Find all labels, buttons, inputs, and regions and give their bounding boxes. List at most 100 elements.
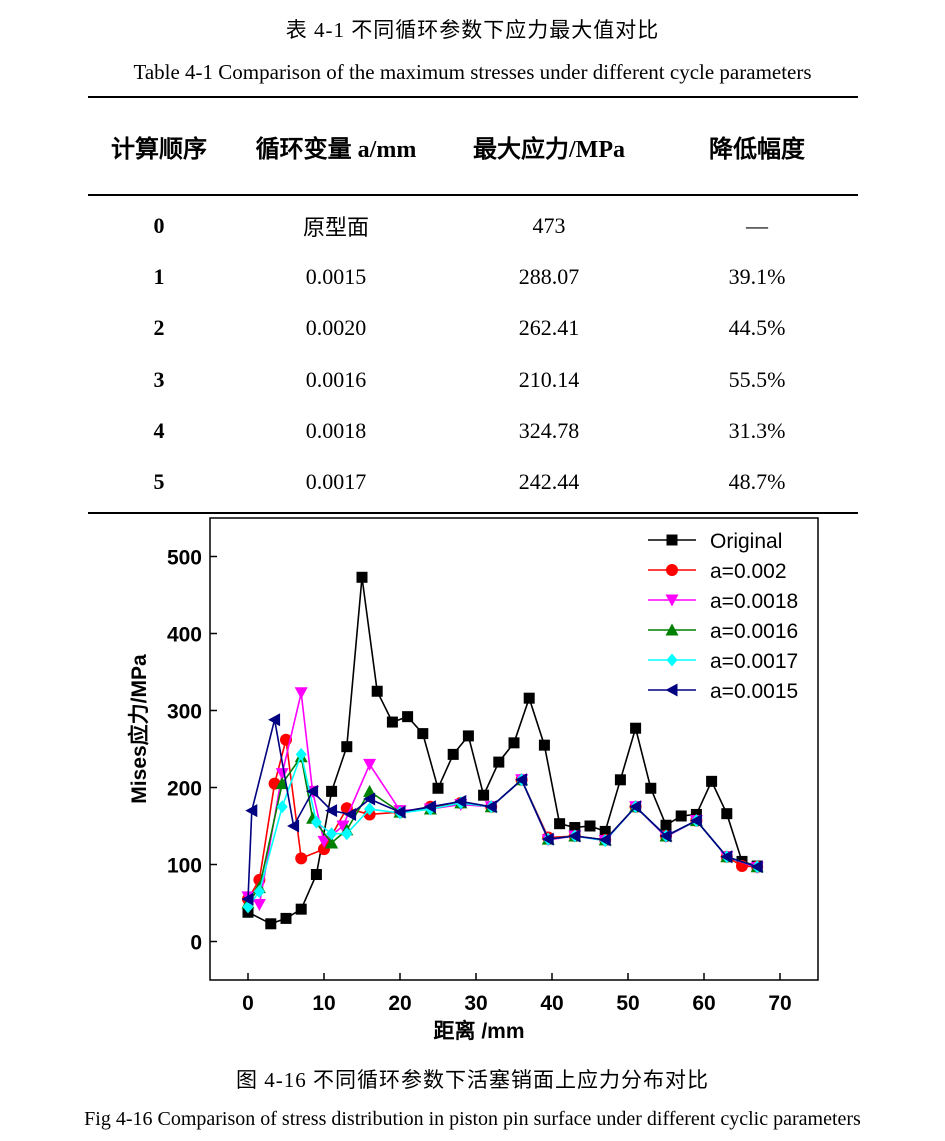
cell-cycle-variable: 0.0018 <box>305 417 367 443</box>
legend-label: a=0.0015 <box>710 680 798 703</box>
data-point <box>341 827 353 841</box>
data-point <box>252 899 266 912</box>
header-reduction: 降低幅度 <box>656 96 858 196</box>
legend-marker <box>666 534 678 546</box>
series-line <box>247 577 758 925</box>
data-point <box>689 814 702 828</box>
cell-cycle-variable: 0.0020 <box>305 315 367 341</box>
header-order: 计算顺序 <box>88 96 230 196</box>
cell-order: 3 <box>153 366 165 392</box>
table-row: 5 0.0017 242.44 48.7% <box>88 456 858 514</box>
data-point <box>614 774 626 786</box>
series-line <box>247 692 758 906</box>
x-tick-label: 0 <box>242 992 254 1015</box>
cell-reduction: 55.5% <box>728 366 786 392</box>
y-tick-label: 500 <box>167 547 202 570</box>
cell-order: 2 <box>153 315 165 341</box>
legend-label: a=0.002 <box>710 560 787 583</box>
data-point <box>336 820 350 833</box>
data-point <box>310 869 322 881</box>
data-point <box>325 836 339 849</box>
data-point <box>245 804 258 818</box>
cell-max-stress: 242.44 <box>442 456 656 514</box>
stress-comparison-table: 计算顺序 循环变量 a/mm 最大应力/MPa 降低幅度 0 原型面 473 —… <box>88 96 858 514</box>
table-header-row: 计算顺序 循环变量 a/mm 最大应力/MPa 降低幅度 <box>88 96 858 196</box>
stress-distribution-chart: 0 10 20 30 40 50 60 70 0 100 200 300 400 500 距离 /mm Mis… <box>127 517 819 1043</box>
data-point <box>253 884 265 898</box>
cell-max-stress: 473 <box>532 212 566 238</box>
data-point <box>295 852 308 865</box>
cell-order: 1 <box>153 263 165 289</box>
data-point <box>508 737 520 749</box>
series-line <box>247 719 758 900</box>
x-tick-label: 40 <box>540 992 563 1015</box>
cell-max-stress: 210.14 <box>518 366 580 392</box>
data-point <box>242 900 254 914</box>
table-row: 2 0.0020 262.41 44.5% <box>88 303 858 354</box>
data-point <box>294 687 308 700</box>
figure-caption-en: Fig 4-16 Comparison of stress distributi… <box>84 1108 861 1130</box>
cell-cycle-variable: 0.0017 <box>230 456 442 514</box>
data-point <box>454 794 467 808</box>
table-caption-cn: 表 4-1 不同循环参数下应力最大值对比 <box>285 18 660 42</box>
data-point <box>599 825 611 837</box>
y-tick-label: 0 <box>190 932 202 955</box>
data-point <box>280 912 292 924</box>
data-point <box>363 792 376 806</box>
data-point <box>515 773 528 787</box>
data-point <box>386 716 398 728</box>
cell-order: 0 <box>153 212 165 238</box>
cell-reduction: 44.5% <box>728 315 786 341</box>
data-point <box>326 785 338 797</box>
data-point <box>275 768 289 781</box>
legend: Original a=0.002 a=0.0018 a=0.0016 a=0.0017 a… <box>648 530 798 703</box>
y-axis-label: Mises应力/MPa <box>127 654 151 804</box>
data-point <box>423 800 436 814</box>
data-point <box>295 747 307 761</box>
data-point <box>554 818 566 830</box>
y-tick-label: 300 <box>167 701 202 724</box>
y-tick-label: 100 <box>167 855 202 878</box>
legend-label: Original <box>710 530 782 553</box>
x-axis-label: 距离 /mm <box>433 1019 524 1043</box>
cell-order: 4 <box>153 417 165 443</box>
data-point <box>326 827 338 841</box>
y-tick-label: 400 <box>167 624 202 647</box>
data-point <box>432 782 444 794</box>
cell-max-stress: 288.07 <box>518 263 580 289</box>
series-a-0-0016 <box>241 750 764 909</box>
data-point <box>568 829 581 843</box>
x-tick-label: 10 <box>312 992 335 1015</box>
data-point <box>371 685 383 697</box>
data-point <box>629 800 642 814</box>
data-point <box>241 892 254 906</box>
data-point <box>541 832 554 846</box>
data-point <box>268 713 281 727</box>
cell-cycle-variable: 0.0016 <box>305 366 367 392</box>
legend-label: a=0.0017 <box>710 650 798 673</box>
cell-reduction: — <box>746 212 768 238</box>
data-point <box>393 805 406 819</box>
data-point <box>538 739 550 751</box>
data-point <box>317 835 331 848</box>
data-point <box>417 728 429 740</box>
table-row: 4 0.0018 324.78 31.3% <box>88 405 858 456</box>
data-point <box>306 784 319 798</box>
legend-marker <box>666 564 678 576</box>
legend-marker <box>665 594 679 607</box>
plot-frame <box>209 517 819 981</box>
data-point <box>276 800 288 814</box>
cell-reduction: 31.3% <box>728 417 786 443</box>
data-point <box>523 692 535 704</box>
legend-label: a=0.0016 <box>710 620 798 643</box>
legend-marker <box>665 623 679 636</box>
figure-caption-cn: 图 4-16 不同循环参数下活塞销面上应力分布对比 <box>236 1068 709 1092</box>
data-point <box>325 804 338 818</box>
data-point <box>675 810 687 822</box>
x-tick-label: 60 <box>692 992 715 1015</box>
data-point <box>447 748 459 760</box>
x-tick-label: 30 <box>464 992 487 1015</box>
data-point <box>721 808 733 820</box>
data-point <box>287 819 300 833</box>
series-a-0-0017 <box>242 747 763 914</box>
